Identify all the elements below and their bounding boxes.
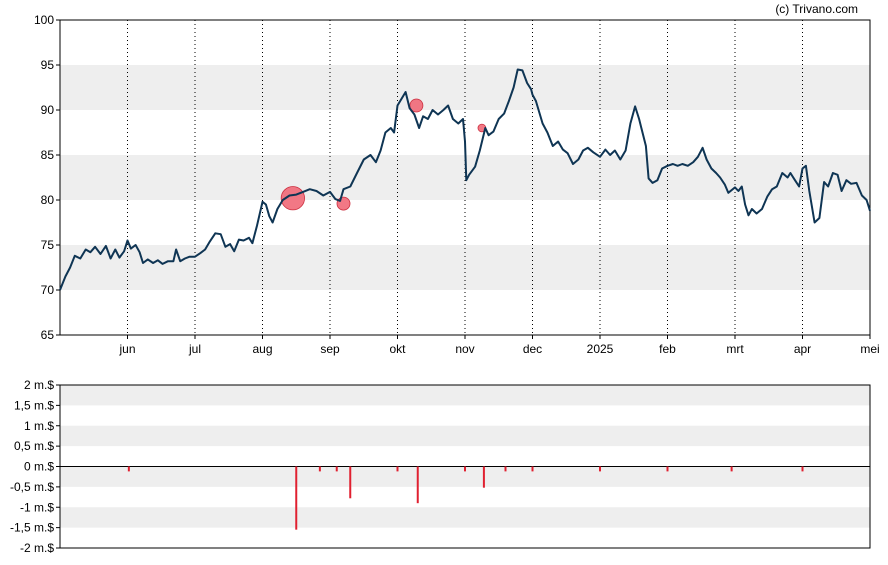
volume-tick-label: 1,5 m.$: [14, 398, 54, 412]
volume-bar: [396, 466, 399, 472]
volume-tick-label: 0,5 m.$: [14, 439, 54, 453]
volume-tick-label: -2 m.$: [20, 541, 54, 555]
price-band: [60, 245, 870, 290]
trade-marker: [280, 186, 305, 211]
volume-bar: [349, 466, 352, 499]
volume-tick-label: 0 m.$: [24, 460, 54, 474]
x-tick-label: nov: [455, 342, 474, 356]
price-chart: 100 95 90 85 80 75 70 65 jun jul aug sep okt nov dec 20…: [34, 13, 880, 356]
y-tick-label: 65: [41, 328, 55, 342]
x-tick-label: 2025: [587, 342, 614, 356]
volume-bar: [599, 466, 601, 472]
y-tick-label: 100: [34, 13, 54, 27]
volume-tick-label: 1 m.$: [24, 419, 54, 433]
trade-marker: [336, 196, 351, 211]
volume-band: [60, 507, 870, 528]
x-tick-label: aug: [252, 342, 272, 356]
credit-label: (c) Trivano.com: [775, 2, 858, 16]
y-tick-label: 90: [41, 103, 55, 117]
volume-bar: [666, 466, 669, 472]
volume-bar: [335, 466, 338, 472]
volume-tick-label: -1 m.$: [20, 500, 54, 514]
x-tick-label: jul: [188, 342, 201, 356]
y-tick-label: 80: [41, 193, 55, 207]
volume-bar: [318, 466, 321, 472]
x-tick-label: mrt: [726, 342, 744, 356]
y-tick-label: 85: [41, 148, 55, 162]
volume-bar: [801, 466, 804, 472]
y-tick-label: 95: [41, 58, 55, 72]
volume-bar: [295, 466, 298, 530]
price-band: [60, 65, 870, 110]
volume-bar: [730, 466, 733, 472]
volume-bar: [504, 466, 507, 472]
price-line: [59, 68, 871, 291]
x-tick-label: dec: [523, 342, 542, 356]
volume-bar: [464, 466, 466, 472]
volume-band: [60, 385, 870, 406]
volume-tick-label: -1,5 m.$: [10, 521, 54, 535]
volume-band: [60, 466, 870, 487]
volume-chart: 2 m.$ 1,5 m.$ 1 m.$ 0,5 m.$ 0 m.$ -0,5 m.$ -1 …: [10, 378, 871, 555]
y-tick-label: 75: [41, 238, 55, 252]
volume-bar: [416, 466, 419, 504]
volume-bar: [531, 466, 534, 472]
volume-tick-label: 2 m.$: [24, 378, 54, 392]
x-tick-label: feb: [659, 342, 676, 356]
volume-bar: [482, 466, 485, 488]
y-tick-label: 70: [41, 283, 55, 297]
volume-bar: [127, 466, 130, 472]
volume-band: [60, 425, 870, 447]
x-tick-label: jun: [118, 342, 135, 356]
x-tick-label: sep: [320, 342, 340, 356]
volume-tick-label: -0,5 m.$: [10, 480, 54, 494]
x-tick-label: mei: [860, 342, 879, 356]
x-tick-label: apr: [794, 342, 811, 356]
x-tick-label: okt: [389, 342, 406, 356]
